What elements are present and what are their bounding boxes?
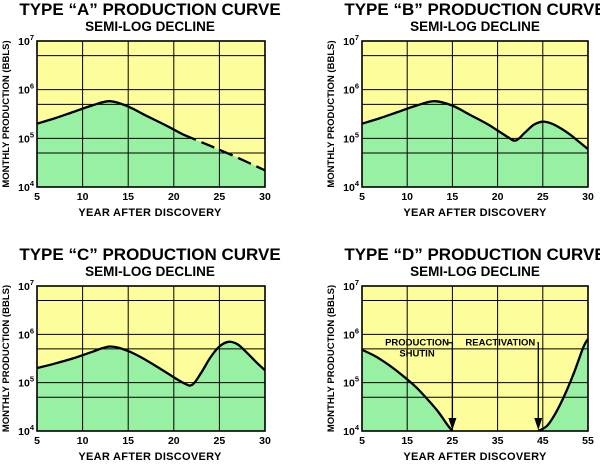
chart-subtitle: SEMI-LOG DECLINE — [410, 19, 540, 34]
y-axis-label: MONTHLY PRODUCTION (BBLS) — [1, 285, 12, 432]
plot-frame — [36, 40, 266, 188]
y-tick-label: 106 — [18, 82, 34, 97]
y-axis-label: MONTHLY PRODUCTION (BBLS) — [326, 285, 337, 432]
x-axis-label: YEAR AFTER DISCOVERY — [403, 207, 547, 219]
x-tick-label: 55 — [582, 435, 594, 447]
x-tick-label: 5 — [34, 435, 40, 447]
y-tick-label: 104 — [18, 423, 35, 438]
area-fill-0 — [362, 101, 588, 187]
x-tick-label: 15 — [122, 191, 134, 203]
plot-frame — [361, 285, 589, 432]
chart-subtitle: SEMI-LOG DECLINE — [410, 264, 540, 279]
annotation-1: REACTIVATION — [465, 338, 543, 430]
series-line-1 — [537, 338, 588, 431]
annotation-text: PRODUCTION — [385, 338, 449, 349]
y-axis-label: MONTHLY PRODUCTION (BBLS) — [326, 40, 337, 187]
x-tick-label: 45 — [537, 435, 549, 447]
chart-title: TYPE “A” PRODUCTION CURVE — [19, 0, 280, 19]
x-tick-label: 20 — [168, 435, 180, 447]
area-fill-1 — [182, 134, 265, 187]
x-tick-label: 25 — [214, 435, 226, 447]
y-tick-label: 105 — [343, 375, 359, 390]
x-tick-label: 25 — [214, 191, 226, 203]
x-tick-label: 10 — [77, 191, 89, 203]
area-fill-1 — [538, 339, 588, 431]
plot-frame — [36, 285, 266, 432]
series-line-1 — [182, 133, 265, 172]
y-axis-label: MONTHLY PRODUCTION (BBLS) — [1, 40, 12, 187]
chart-title: TYPE “D” PRODUCTION CURVE — [344, 245, 600, 264]
x-tick-label: 10 — [401, 191, 413, 203]
x-tick-label: 30 — [259, 191, 271, 203]
y-tick-label: 105 — [18, 375, 34, 390]
chart-subtitle: SEMI-LOG DECLINE — [85, 19, 215, 34]
y-tick-label: 105 — [343, 130, 359, 145]
x-tick-label: 10 — [77, 435, 89, 447]
x-axis-label: YEAR AFTER DISCOVERY — [78, 207, 222, 219]
x-tick-label: 15 — [447, 191, 459, 203]
x-tick-label: 15 — [122, 435, 134, 447]
y-tick-label: 106 — [18, 326, 34, 341]
annotation-text: SHUTIN — [399, 349, 435, 360]
plot-frame — [361, 40, 589, 188]
annotation-leader — [448, 342, 454, 422]
y-tick-label: 107 — [343, 278, 359, 293]
x-tick-label: 25 — [447, 435, 459, 447]
series-line-0 — [362, 100, 588, 151]
x-axis-label: YEAR AFTER DISCOVERY — [403, 451, 547, 463]
y-tick-label: 104 — [343, 423, 360, 438]
x-tick-label: 5 — [34, 191, 40, 203]
chart-title: TYPE “B” PRODUCTION CURVE — [344, 0, 600, 19]
annotation-arrowhead — [448, 418, 457, 430]
y-tick-label: 107 — [18, 278, 34, 293]
y-tick-label: 104 — [18, 179, 35, 194]
x-tick-label: 5 — [359, 435, 365, 447]
annotation-leader — [537, 342, 539, 422]
y-tick-label: 107 — [18, 33, 34, 48]
y-tick-label: 105 — [18, 130, 34, 145]
y-tick-label: 107 — [343, 33, 359, 48]
x-tick-label: 20 — [168, 191, 180, 203]
x-tick-label: 15 — [401, 435, 413, 447]
series-line-0 — [362, 348, 454, 431]
series-line-0 — [37, 340, 265, 387]
annotation-arrowhead — [534, 418, 543, 430]
x-tick-label: 20 — [492, 191, 504, 203]
y-tick-label: 106 — [343, 326, 359, 341]
x-tick-label: 35 — [492, 435, 504, 447]
area-fill-0 — [37, 341, 265, 431]
x-tick-label: 30 — [259, 435, 271, 447]
x-tick-label: 5 — [359, 191, 365, 203]
chart-title: TYPE “C” PRODUCTION CURVE — [19, 245, 280, 264]
series-line-0 — [37, 100, 184, 136]
chart-subtitle: SEMI-LOG DECLINE — [85, 264, 215, 279]
y-tick-label: 106 — [343, 82, 359, 97]
x-tick-label: 30 — [582, 191, 594, 203]
annotation-text: REACTIVATION — [465, 338, 535, 349]
x-tick-label: 25 — [537, 191, 549, 203]
x-axis-label: YEAR AFTER DISCOVERY — [78, 451, 222, 463]
area-fill-0 — [37, 101, 183, 187]
y-tick-label: 104 — [343, 179, 360, 194]
